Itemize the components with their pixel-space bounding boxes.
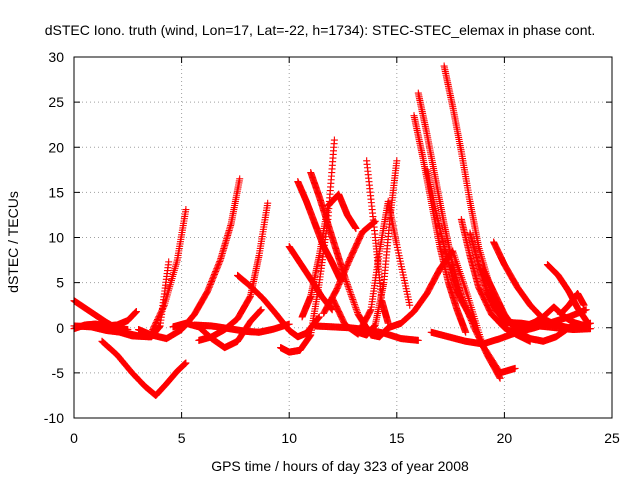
- data-point: [345, 286, 353, 294]
- data-point: [344, 281, 351, 289]
- x-tick-label: 5: [178, 430, 186, 446]
- data-point: [351, 302, 359, 310]
- data-points: [70, 62, 594, 399]
- data-series: [98, 337, 190, 399]
- data-series: [135, 175, 244, 343]
- data-point: [346, 287, 354, 295]
- x-tick-label: 10: [281, 430, 297, 446]
- data-point: [160, 303, 168, 311]
- data-point: [132, 308, 140, 316]
- x-tick-label: 15: [389, 430, 405, 446]
- x-tick-label: 20: [497, 430, 513, 446]
- data-point: [343, 279, 351, 287]
- axis-ticks: 0 5 10 15 20 25 -10 -5 0 5 10 15 20 25 30: [44, 49, 620, 446]
- data-point: [352, 304, 360, 312]
- data-series: [96, 206, 190, 341]
- y-tick-label: 5: [56, 275, 64, 291]
- y-tick-label: 20: [48, 139, 64, 155]
- data-point: [315, 313, 323, 321]
- x-tick-label: 0: [70, 430, 78, 446]
- data-point: [264, 199, 272, 207]
- y-tick-label: 30: [48, 49, 64, 65]
- data-point: [346, 289, 354, 297]
- y-axis-label: dSTEC / TECUs: [5, 191, 21, 293]
- data-point: [330, 136, 338, 144]
- y-tick-label: 10: [48, 230, 64, 246]
- data-point: [350, 299, 358, 307]
- data-point: [349, 297, 357, 305]
- y-tick-label: -5: [52, 365, 65, 381]
- y-tick-label: -10: [44, 410, 64, 426]
- data-series: [354, 157, 401, 339]
- chart-title: dSTEC Iono. truth (wind, Lon=17, Lat=-22…: [45, 22, 596, 38]
- data-point: [345, 284, 353, 292]
- data-point: [182, 206, 190, 214]
- grid-lines: [74, 57, 612, 418]
- data-point: [348, 292, 356, 300]
- data-point: [182, 359, 190, 367]
- data-point: [216, 257, 224, 265]
- y-tick-label: 0: [56, 320, 64, 336]
- x-axis-label: GPS time / hours of day 323 of year 2008: [211, 458, 469, 474]
- data-point: [236, 175, 244, 183]
- data-point: [344, 282, 352, 290]
- data-point: [347, 291, 355, 299]
- data-point: [257, 306, 265, 314]
- data-point: [165, 258, 173, 266]
- data-point: [348, 294, 356, 302]
- data-point: [349, 295, 357, 303]
- y-tick-label: 15: [48, 184, 64, 200]
- data-point: [315, 314, 323, 322]
- x-tick-label: 25: [604, 430, 620, 446]
- data-point: [351, 300, 359, 308]
- y-tick-label: 25: [48, 94, 64, 110]
